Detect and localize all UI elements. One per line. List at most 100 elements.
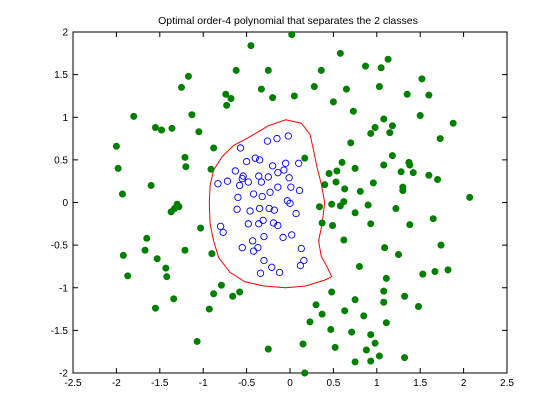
outer-class-point <box>401 354 409 362</box>
outer-class-point <box>394 251 402 259</box>
outer-class-point <box>181 246 189 254</box>
outer-class-point <box>349 107 357 115</box>
inner-class-point <box>238 244 246 252</box>
outer-class-point <box>184 72 192 80</box>
outer-class-point <box>340 236 348 244</box>
inner-class-point <box>288 231 296 239</box>
outer-class-point <box>118 190 126 198</box>
outer-class-point <box>406 221 414 229</box>
outer-class-point <box>257 85 265 93</box>
outer-class-point <box>264 66 272 74</box>
inner-class-point <box>295 186 304 195</box>
y-tick-label: -1.5 <box>51 326 69 337</box>
inner-class-point <box>274 169 282 177</box>
outer-class-point <box>328 200 336 208</box>
outer-class-point <box>414 303 422 311</box>
outer-class-point <box>429 215 437 223</box>
outer-class-point <box>236 288 244 296</box>
inner-class-point <box>266 188 274 196</box>
outer-class-point <box>332 178 340 186</box>
inner-class-point <box>234 193 242 202</box>
outer-class-point <box>205 305 213 313</box>
inner-class-point <box>242 157 251 166</box>
outer-class-point <box>333 167 341 175</box>
y-tick-label: 1.5 <box>54 70 68 81</box>
x-tick-label: 2.5 <box>500 378 514 389</box>
outer-class-point <box>409 169 417 177</box>
inner-class-point <box>238 174 246 183</box>
inner-class-point <box>263 137 272 145</box>
inner-class-point <box>231 167 239 175</box>
outer-class-point <box>405 158 413 166</box>
outer-class-point <box>329 222 337 230</box>
chart-title: Optimal order-4 polynomial that separate… <box>158 15 418 27</box>
x-tick-label: -1.5 <box>151 378 169 389</box>
outer-class-point <box>371 339 379 347</box>
outer-class-point <box>382 319 390 327</box>
outer-class-point <box>444 266 452 274</box>
outer-class-point <box>151 123 159 131</box>
decision-boundary-curve <box>208 119 333 289</box>
outer-class-point <box>403 90 411 98</box>
outer-class-point <box>147 181 155 189</box>
outer-class-point <box>377 64 385 72</box>
outer-class-point <box>338 158 346 166</box>
outer-class-point <box>425 171 433 179</box>
y-tick-label: 0 <box>62 198 68 209</box>
outer-class-point <box>210 144 218 152</box>
y-tick-label: 0.5 <box>54 155 68 166</box>
inner-class-point <box>269 219 278 227</box>
outer-class-point <box>367 331 375 339</box>
outer-class-point <box>382 274 390 282</box>
outer-class-point <box>341 307 349 315</box>
inner-class-point <box>260 232 268 241</box>
outer-class-point <box>449 119 457 127</box>
inner-class-point <box>258 192 266 201</box>
outer-class-point <box>124 272 132 280</box>
outer-class-point <box>208 250 216 258</box>
inner-class-point <box>283 197 292 205</box>
inner-class-point <box>249 237 257 245</box>
outer-class-point <box>210 290 218 298</box>
inner-class-point <box>268 162 277 170</box>
outer-class-point <box>436 135 444 143</box>
outer-class-point <box>207 165 215 173</box>
outer-class-point <box>153 255 161 263</box>
inner-class-point <box>236 144 245 152</box>
outer-class-point <box>288 31 296 39</box>
plot-area: -2.5 -2 -1.5 -1 -0.5 0 0.5 1 1.5 2 2.5-2-1.5-1-0.5… <box>51 28 515 390</box>
inner-class-point <box>264 173 272 181</box>
inner-class-point <box>249 247 258 255</box>
inner-class-point <box>255 220 263 228</box>
outer-class-point <box>181 153 189 161</box>
outer-class-point <box>264 345 272 353</box>
outer-class-point <box>342 85 350 93</box>
outer-class-point <box>162 264 170 272</box>
x-tick-label: -2 <box>112 378 121 389</box>
outer-class-point <box>362 346 370 354</box>
inner-class-point <box>223 177 232 185</box>
inner-class-point <box>219 228 227 236</box>
outer-class-point <box>325 170 333 178</box>
outer-class-point <box>416 112 424 120</box>
outer-class-point <box>380 115 388 123</box>
inner-class-point <box>257 178 266 186</box>
outer-class-point <box>316 203 324 211</box>
y-tick-label: -0.5 <box>51 241 69 252</box>
outer-class-point <box>384 55 392 63</box>
inner-class-point <box>300 256 308 265</box>
inner-class-point <box>214 180 222 188</box>
outer-class-point <box>141 246 149 254</box>
outer-class-point <box>328 288 336 296</box>
outer-class-point <box>197 224 205 232</box>
outer-class-point <box>466 193 474 201</box>
outer-class-point <box>392 204 400 212</box>
outer-class-point <box>401 292 409 300</box>
outer-class-point <box>355 262 363 270</box>
outer-class-point <box>114 164 122 172</box>
outer-class-point <box>375 352 383 360</box>
outer-class-point <box>178 83 186 91</box>
outer-class-point <box>290 92 298 100</box>
outer-class-point <box>364 201 372 209</box>
outer-class-point <box>418 75 426 83</box>
